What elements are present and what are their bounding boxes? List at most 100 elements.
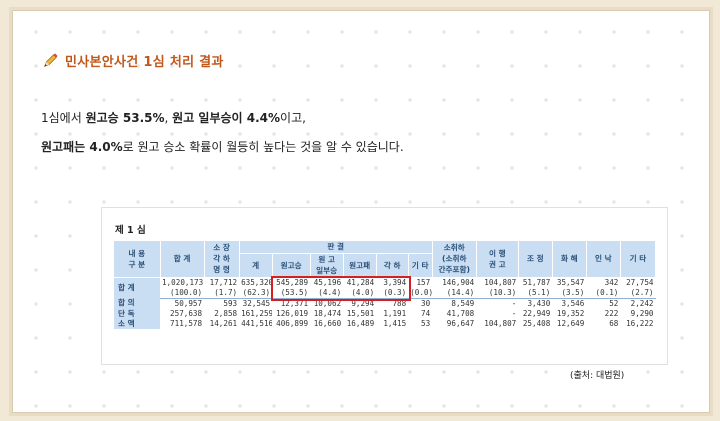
table-cell: 16,222	[626, 318, 654, 328]
table-cell: 406,899	[276, 318, 309, 328]
header-settlement: 화 해	[552, 241, 587, 278]
percent-cell: (4.0)	[343, 287, 377, 299]
total-cell: 146,904	[442, 277, 475, 287]
row-label: 합 의	[114, 298, 161, 309]
table-cell: -	[511, 298, 517, 308]
table-cell: 50,957	[174, 298, 203, 308]
table-cell: 96,647	[446, 318, 475, 328]
percent-cell: (4.4)	[310, 287, 344, 299]
table-cell: 18,474	[313, 308, 342, 318]
header-acceptance: 인 낙	[586, 241, 621, 278]
total-cell: 3,394	[383, 277, 407, 287]
row-label: 소 액	[114, 318, 161, 329]
table-cell: 25,408	[522, 318, 551, 328]
table-cell: 41,708	[446, 308, 475, 318]
percent-cell: (10.3)	[476, 287, 519, 299]
table-cell: 19,352	[556, 308, 585, 318]
table-cell: 32,545	[242, 298, 271, 308]
percent-cell: (0.1)	[586, 287, 621, 299]
table-cell: 12,649	[556, 318, 585, 328]
total-cell: 41,284	[346, 277, 375, 287]
summary-line-1: 1심에서 원고승 53.5%, 원고 일부승이 4.4%이고,	[41, 111, 306, 125]
table-cell: 14,261	[209, 318, 238, 328]
table-cell: 10,062	[313, 298, 342, 308]
header-plaintiff-win: 원고승	[272, 253, 311, 278]
corner-header: 내 용 구 분	[114, 241, 161, 278]
table-cell: 15,501	[346, 308, 375, 318]
percent-cell: (62.3)	[239, 287, 273, 299]
percent-cell: (0.3)	[376, 287, 409, 299]
header-other: 기 타	[620, 241, 657, 278]
header-plaintiff-loss: 원고패	[343, 253, 377, 278]
header-total: 합 계	[160, 241, 205, 278]
table-cell: 22,949	[522, 308, 551, 318]
total-cell: 27,754	[626, 277, 654, 287]
table-label: 제 1 심	[115, 225, 146, 236]
table-cell: 52	[609, 298, 619, 308]
percent-cell: (2.7)	[620, 287, 656, 299]
table-cell: 441,516	[241, 318, 273, 328]
table-cell: 68	[609, 318, 619, 328]
total-cell: 1,020,173	[162, 277, 204, 287]
pencil-icon	[43, 52, 58, 67]
table-cell: 222	[604, 308, 619, 318]
percent-cell: (14.4)	[432, 287, 477, 299]
percent-cell: (100.0)	[160, 287, 205, 299]
table-cell: 126,019	[276, 308, 309, 318]
table-cell: 30	[421, 298, 431, 308]
header-judgment-other: 기 타	[408, 253, 433, 278]
percent-cell: (5.1)	[518, 287, 553, 299]
header-mediation: 조 정	[518, 241, 553, 278]
source-note: (출처: 대법원)	[570, 371, 625, 381]
summary-paragraph: 1심에서 원고승 53.5%, 원고 일부승이 4.4%이고, 원고패는 4.0…	[41, 104, 404, 162]
table-cell: 2,858	[214, 308, 238, 318]
total-cell: 545,289	[276, 277, 309, 287]
table-cell: 1,191	[383, 308, 407, 318]
total-cell: 35,547	[556, 277, 585, 287]
section-title: 민사본안사건 1심 처리 결과	[65, 55, 224, 70]
table-cell: 16,660	[313, 318, 342, 328]
table-cell: 711,578	[170, 318, 203, 328]
table-cell: 593	[223, 298, 238, 308]
header-judgment: 판 결	[239, 241, 433, 254]
summary-line-2: 원고패는 4.0%로 원고 승소 확률이 월등히 높다는 것을 알 수 있습니다…	[41, 140, 404, 154]
percent-cell: (53.5)	[272, 287, 311, 299]
table-cell: 74	[421, 308, 431, 318]
table-cell: 104,807	[484, 318, 517, 328]
table-cell: 9,290	[630, 308, 654, 318]
total-cell: 635,320	[241, 277, 273, 287]
table-cell: 9,294	[351, 298, 375, 308]
header-partial-win: 원 고 일부승	[310, 253, 344, 278]
total-cell: 104,807	[484, 277, 517, 287]
table-cell: 2,242	[630, 298, 654, 308]
percent-cell: (1.7)	[204, 287, 240, 299]
percent-cell: (3.5)	[552, 287, 587, 299]
total-cell: 45,196	[313, 277, 342, 287]
table-cell: 3,430	[527, 298, 551, 308]
header-dismissed: 각 하	[376, 253, 409, 278]
percent-cell: (0.0)	[408, 287, 433, 299]
case-result-table: 내 용 구 분 합 계 소 장 각 하 명 령 판 결 소취하 (소취하 간주포…	[114, 241, 657, 329]
total-cell: 51,787	[522, 277, 551, 287]
row-label: 단 독	[114, 308, 161, 319]
total-cell: 157	[416, 277, 431, 287]
table-cell: 1,415	[383, 318, 407, 328]
table-cell: 53	[421, 318, 431, 328]
table-cell: 12,371	[280, 298, 309, 308]
table-cell: 16,489	[346, 318, 375, 328]
table-cell: 161,259	[241, 308, 273, 318]
table-cell: 8,549	[451, 298, 475, 308]
header-judgment-total: 계	[239, 253, 273, 278]
header-withdrawal: 소취하 (소취하 간주포함)	[432, 241, 477, 278]
content-card: 민사본안사건 1심 처리 결과 1심에서 원고승 53.5%, 원고 일부승이 …	[12, 10, 710, 413]
table-cell: 788	[392, 298, 407, 308]
row-label: 합 계	[114, 277, 161, 298]
table-cell: 257,638	[170, 308, 203, 318]
total-cell: 17,712	[209, 277, 238, 287]
total-cell: 342	[604, 277, 619, 287]
section-heading: 민사본안사건 1심 처리 결과	[41, 51, 224, 70]
table-cell: -	[511, 308, 517, 318]
header-dismissal: 소 장 각 하 명 령	[204, 241, 240, 278]
table-cell: 3,546	[561, 298, 585, 308]
statistics-table-image: 제 1 심 내 용 구 분 합 계 소 장 각 하 명 령 판 결 소취하 (소…	[101, 207, 668, 365]
